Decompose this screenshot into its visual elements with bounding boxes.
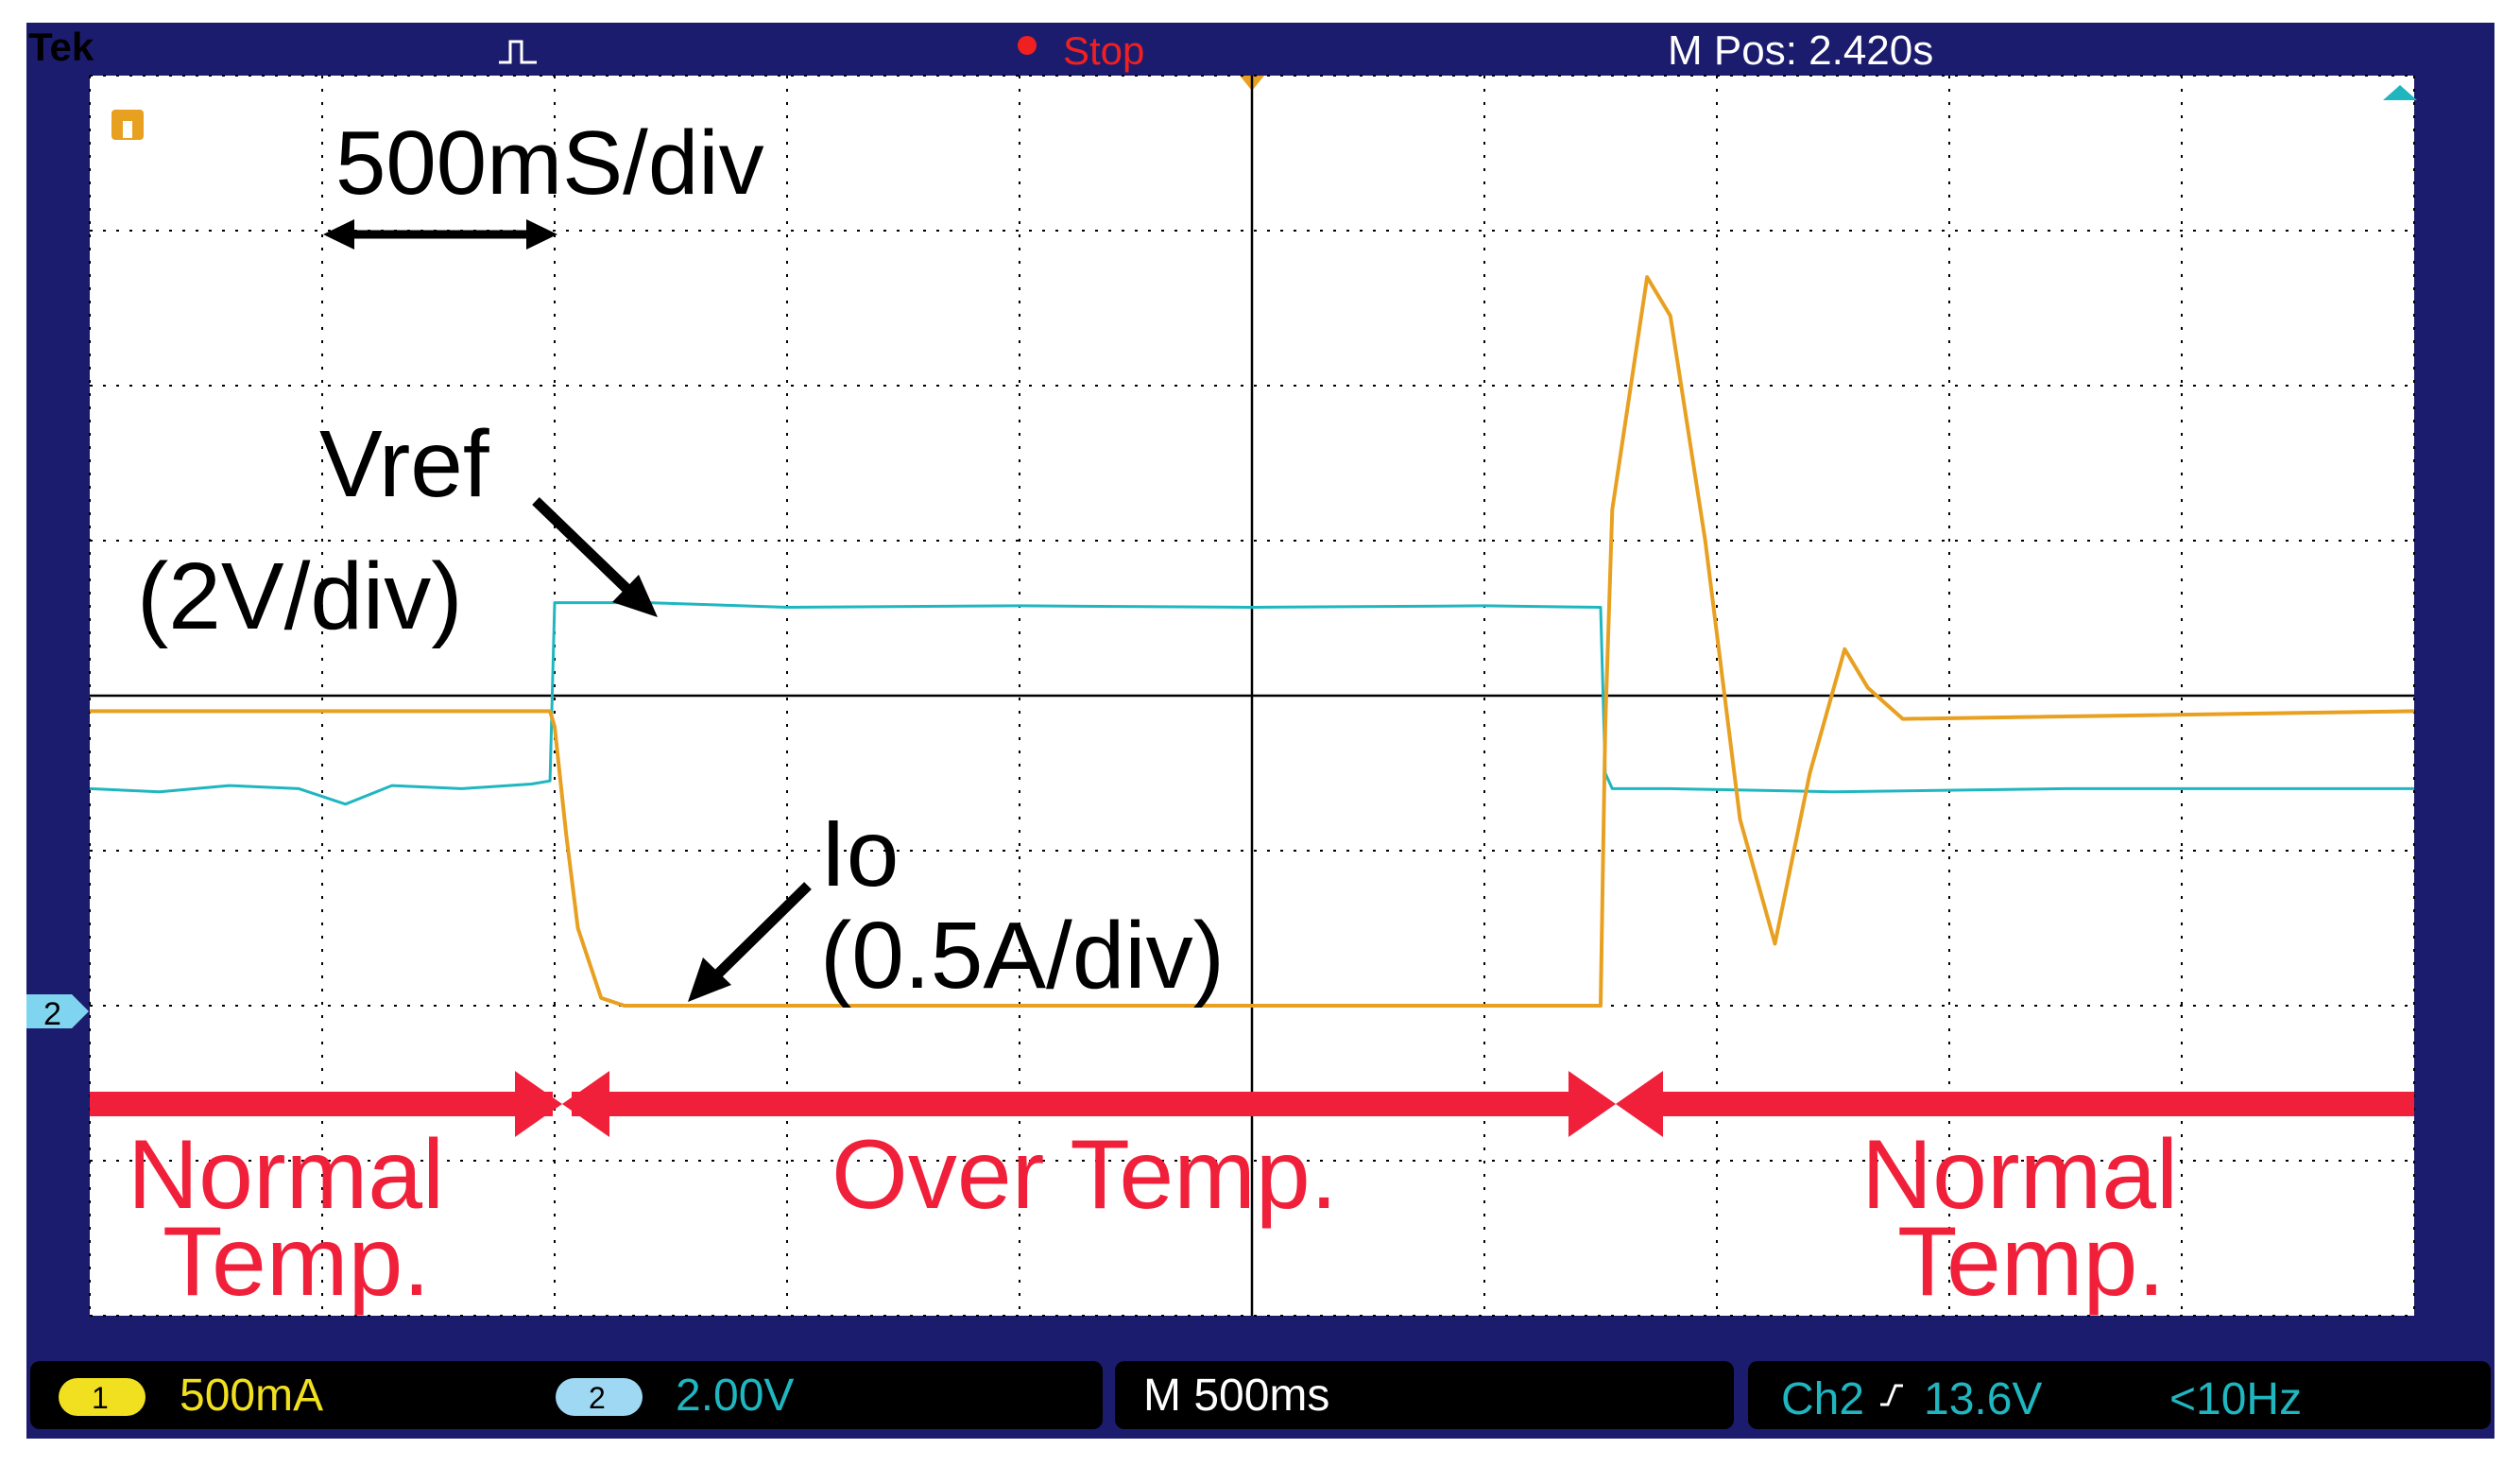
region-normal-2-line1: Normal [1861, 1120, 2178, 1230]
trigger-level-icon [2383, 85, 2417, 100]
trigger-level[interactable]: 13.6V [1924, 1374, 2042, 1424]
brand-label: Tek [28, 25, 94, 69]
ch2-badge-number: 2 [589, 1381, 606, 1415]
stop-indicator-icon [1018, 36, 1037, 55]
vref-trace [89, 601, 2414, 806]
vref-arrow-line [532, 497, 644, 606]
timebase-readout[interactable]: M 500ms [1143, 1371, 1329, 1421]
trigger-source[interactable]: Ch2 [1781, 1374, 1864, 1424]
vref-label: Vref [319, 411, 489, 517]
traces [89, 275, 2415, 1008]
ch1-scale[interactable]: 500mA [180, 1371, 323, 1421]
timebase-arrow-right-icon [526, 219, 557, 250]
acquire-pulse-icon [499, 40, 537, 64]
region-normal-1-line2: Temp. [163, 1207, 430, 1317]
timebase-annotation: 500mS/div [335, 112, 764, 214]
region-bar-right [1635, 1092, 2414, 1116]
region-bar-left [90, 1092, 553, 1116]
region-normal-2-line2: Temp. [1897, 1207, 2165, 1317]
footer-time-section [1115, 1361, 1734, 1429]
region-normal-1-line1: Normal [128, 1120, 444, 1230]
timebase-arrow-left-icon [323, 219, 354, 250]
boundary-marker-1-icon [515, 1071, 609, 1137]
ch1-badge[interactable] [59, 1378, 146, 1416]
region-bar-middle [572, 1092, 1578, 1116]
io-trace [90, 275, 2415, 1008]
acq-state-label: Stop [1063, 28, 1144, 73]
io-scale-label: (0.5A/div) [820, 903, 1225, 1009]
ch2-ground-label: 2 [43, 996, 61, 1032]
rising-edge-icon [1880, 1384, 1903, 1406]
ch2-badge[interactable] [556, 1378, 643, 1416]
trigger-frequency: <10Hz [2169, 1374, 2302, 1424]
ch1-marker-stem [123, 121, 132, 138]
region-over-temp: Over Temp. [831, 1120, 1338, 1230]
boundary-marker-2-icon [1569, 1071, 1663, 1137]
io-arrow-line [702, 882, 812, 990]
vref-scale-label: (2V/div) [137, 543, 463, 649]
footer-trigger-section [1748, 1361, 2491, 1429]
m-pos-label: M Pos: 2.420s [1668, 27, 1933, 74]
ch2-ground-marker [26, 994, 89, 1028]
ch2-scale[interactable]: 2.00V [676, 1371, 794, 1421]
vref-arrow-head-icon [612, 575, 658, 617]
ch1-badge-number: 1 [92, 1381, 109, 1415]
io-label: Io [820, 801, 899, 906]
io-arrow-head-icon [688, 957, 731, 1002]
